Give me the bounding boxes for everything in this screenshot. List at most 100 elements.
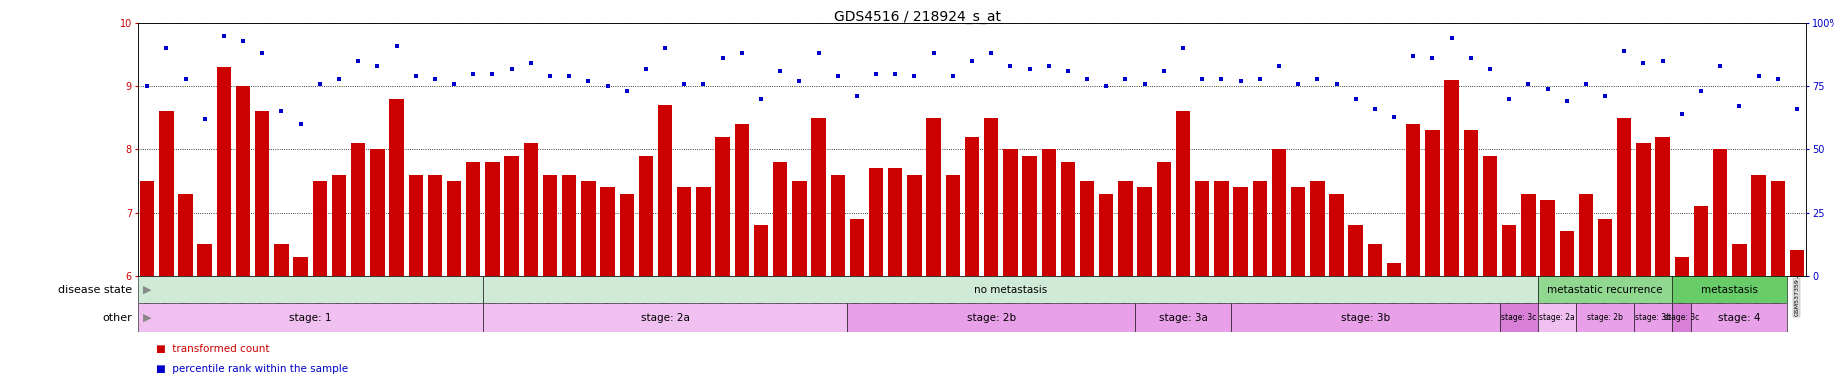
Point xyxy=(900,73,930,79)
Point xyxy=(1225,78,1254,84)
Bar xyxy=(1368,244,1383,276)
Bar xyxy=(735,124,748,276)
Bar xyxy=(293,257,308,276)
Point xyxy=(919,50,948,56)
Point xyxy=(1014,65,1044,71)
Bar xyxy=(139,181,154,276)
Text: ▶: ▶ xyxy=(143,313,152,323)
Point xyxy=(1610,48,1640,54)
Point xyxy=(286,121,315,127)
Bar xyxy=(869,168,884,276)
Bar xyxy=(1176,111,1190,276)
Point xyxy=(515,60,545,66)
Bar xyxy=(1539,303,1575,332)
Point xyxy=(651,45,680,51)
Point xyxy=(1188,76,1218,82)
Bar xyxy=(1713,149,1728,276)
Bar xyxy=(1271,149,1286,276)
Bar xyxy=(1541,200,1555,276)
Point xyxy=(1706,63,1735,69)
Bar xyxy=(138,276,482,303)
Point xyxy=(1744,73,1773,79)
Bar xyxy=(792,181,807,276)
Bar xyxy=(985,118,998,276)
Point xyxy=(1475,65,1504,71)
Bar xyxy=(409,175,424,276)
Point xyxy=(1629,60,1658,66)
Bar xyxy=(1634,303,1673,332)
Point xyxy=(1783,106,1812,112)
Bar xyxy=(1673,276,1788,303)
Point xyxy=(1168,45,1198,51)
Bar xyxy=(1695,206,1707,276)
Point xyxy=(1091,83,1121,89)
Bar xyxy=(504,156,519,276)
Bar xyxy=(908,175,923,276)
Bar xyxy=(1387,263,1401,276)
Point xyxy=(1264,63,1293,69)
Bar xyxy=(1575,303,1634,332)
Point xyxy=(1073,76,1102,82)
Point xyxy=(1762,76,1792,82)
Bar xyxy=(1770,181,1784,276)
Point xyxy=(574,78,603,84)
Point xyxy=(536,73,565,79)
Bar xyxy=(1196,181,1209,276)
Point xyxy=(1572,81,1601,87)
Point xyxy=(1649,58,1678,64)
Text: stage: 2b: stage: 2b xyxy=(1586,313,1623,322)
Bar xyxy=(581,181,596,276)
Bar xyxy=(638,156,653,276)
Text: metastatic recurrence: metastatic recurrence xyxy=(1548,285,1663,295)
Text: other: other xyxy=(103,313,132,323)
Bar xyxy=(138,303,482,332)
Bar xyxy=(754,225,768,276)
Bar xyxy=(946,175,959,276)
Bar xyxy=(772,162,787,276)
Bar xyxy=(1119,181,1133,276)
Bar xyxy=(1214,181,1229,276)
Bar xyxy=(1790,250,1805,276)
Bar xyxy=(482,276,1539,303)
Bar xyxy=(1502,225,1517,276)
Bar xyxy=(677,187,691,276)
Bar xyxy=(1597,219,1612,276)
Text: no metastasis: no metastasis xyxy=(974,285,1047,295)
Point xyxy=(1341,96,1370,102)
Bar xyxy=(350,143,365,276)
Bar xyxy=(1135,303,1231,332)
Text: metastasis: metastasis xyxy=(1702,285,1759,295)
Bar xyxy=(1674,257,1689,276)
Bar xyxy=(275,244,288,276)
Point xyxy=(1513,81,1542,87)
Bar xyxy=(1407,124,1420,276)
Bar xyxy=(849,219,864,276)
Bar xyxy=(1559,232,1574,276)
Point xyxy=(1399,53,1429,59)
Text: stage: 3a: stage: 3a xyxy=(1159,313,1207,323)
Point xyxy=(1130,81,1159,87)
Text: stage: 2a: stage: 2a xyxy=(640,313,690,323)
Text: stage: 3b: stage: 3b xyxy=(1636,313,1671,322)
Text: stage: 2a: stage: 2a xyxy=(1539,313,1575,322)
Bar xyxy=(216,67,231,276)
Point xyxy=(1590,93,1619,99)
Point xyxy=(1322,81,1352,87)
Bar xyxy=(1579,194,1594,276)
Bar xyxy=(1673,303,1691,332)
Point xyxy=(171,76,200,82)
Bar xyxy=(486,162,499,276)
Point xyxy=(765,68,794,74)
Bar xyxy=(847,303,1135,332)
Bar xyxy=(1157,162,1172,276)
Bar xyxy=(160,111,174,276)
Point xyxy=(823,73,853,79)
Point xyxy=(402,73,431,79)
Bar xyxy=(600,187,614,276)
Bar xyxy=(1636,143,1651,276)
Point xyxy=(229,38,259,44)
Point xyxy=(209,33,238,39)
Bar xyxy=(1234,187,1247,276)
Bar xyxy=(1253,181,1267,276)
Point xyxy=(1552,98,1581,104)
